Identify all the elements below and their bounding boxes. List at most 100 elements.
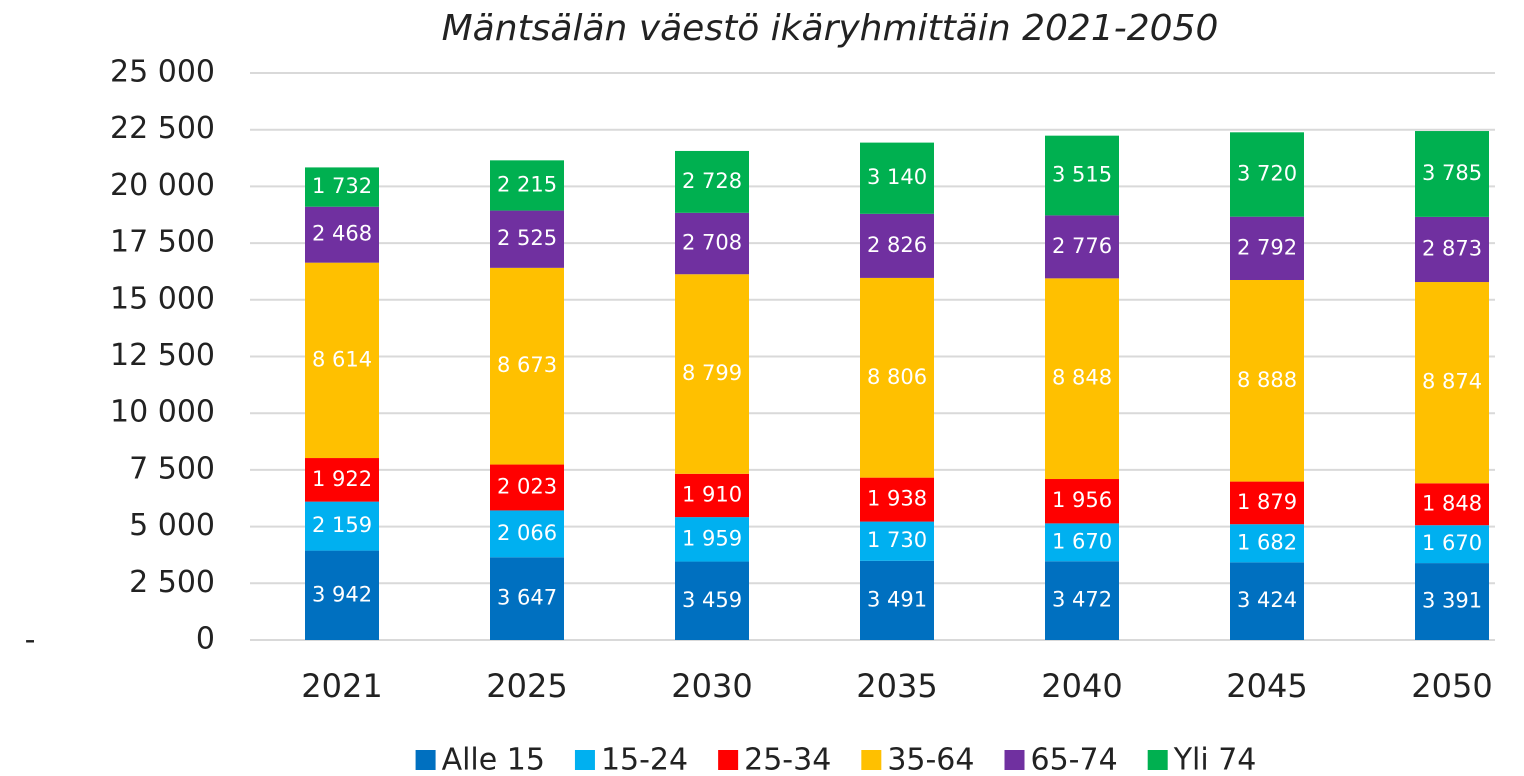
- bar-segment: [675, 274, 749, 474]
- value-label: 1 670: [1422, 531, 1482, 555]
- bar-segment: [1230, 132, 1304, 217]
- value-label: 1 682: [1237, 530, 1297, 554]
- bar-segment: [490, 267, 564, 465]
- value-label: 1 910: [682, 482, 742, 506]
- value-label: 2 792: [1237, 235, 1297, 259]
- bar-segment: [305, 501, 379, 551]
- value-label: 8 799: [682, 361, 742, 385]
- bar-segment: [675, 561, 749, 640]
- legend-label: Alle 15: [442, 743, 545, 776]
- x-tick-label: 2045: [1226, 667, 1307, 705]
- value-label: 8 848: [1052, 366, 1112, 390]
- y-tick-label: 10 000: [110, 395, 215, 430]
- value-label: 1 730: [867, 528, 927, 552]
- value-label: 1 922: [312, 467, 372, 491]
- legend-label: 15-24: [601, 743, 688, 776]
- value-label: 2 873: [1422, 236, 1482, 260]
- value-label: 3 515: [1052, 163, 1112, 187]
- y-tick-label: 15 000: [110, 281, 215, 316]
- bar-segment: [860, 277, 934, 478]
- value-label: 1 879: [1237, 490, 1297, 514]
- value-label: 3 472: [1052, 588, 1112, 612]
- bar-segment: [675, 150, 749, 213]
- value-label: 2 066: [497, 521, 557, 545]
- bar-segment: [1230, 280, 1304, 482]
- value-label: 2 468: [312, 222, 372, 246]
- legend-label: 25-34: [744, 743, 831, 776]
- bar-segment: [675, 212, 749, 275]
- x-tick-label: 2021: [301, 667, 382, 705]
- value-label: 2 215: [497, 172, 557, 196]
- bar-segment: [1230, 562, 1304, 640]
- value-label: 1 956: [1052, 488, 1112, 512]
- legend-swatch: [574, 750, 595, 770]
- legend-swatch: [861, 750, 882, 770]
- value-label: 2 023: [497, 474, 557, 498]
- bar-segment: [860, 477, 934, 522]
- bar-segment: [490, 160, 564, 211]
- value-label: 2 159: [312, 513, 372, 537]
- bar-segment: [305, 550, 379, 640]
- bar-segment: [305, 206, 379, 263]
- bar-segment: [1415, 483, 1489, 526]
- bar-segment: [490, 510, 564, 558]
- y-tick-label: 20 000: [110, 168, 215, 203]
- value-label: 2 525: [497, 226, 557, 250]
- legend-swatch: [415, 750, 436, 770]
- bar-segment: [1045, 479, 1119, 524]
- value-label: 3 424: [1237, 588, 1297, 612]
- legend-label: Yli 74: [1173, 743, 1257, 776]
- chart-title: Mäntsälän väestö ikäryhmittäin 2021-2050: [442, 8, 1219, 49]
- value-label: 8 614: [312, 347, 372, 371]
- bar-segment: [1045, 523, 1119, 562]
- zero-dash: -: [25, 623, 36, 658]
- y-tick-label: 12 500: [110, 338, 215, 373]
- legend-swatch: [718, 750, 739, 770]
- bar-segment: [1415, 216, 1489, 283]
- value-label: 1 938: [867, 487, 927, 511]
- legend-label: 35-64: [887, 743, 974, 776]
- y-tick-label: 7 500: [129, 451, 215, 486]
- value-label: 3 491: [867, 587, 927, 611]
- bar-segment: [1045, 135, 1119, 216]
- value-label: 3 785: [1422, 161, 1482, 185]
- value-label: 3 459: [682, 588, 742, 612]
- y-tick-label: 0: [196, 622, 215, 657]
- value-label: 2 826: [867, 233, 927, 257]
- value-label: 3 140: [867, 165, 927, 189]
- value-label: 1 959: [682, 526, 742, 550]
- bar-segment: [860, 213, 934, 278]
- value-label: 2 708: [682, 231, 742, 255]
- value-label: 8 673: [497, 353, 557, 377]
- bar-segment: [1230, 524, 1304, 563]
- bar-segment: [490, 557, 564, 640]
- bar-segment: [1045, 278, 1119, 480]
- bar-segment: [1230, 216, 1304, 281]
- bar-segment: [1045, 561, 1119, 640]
- bar-segment: [1230, 481, 1304, 525]
- y-tick-label: 25 000: [110, 55, 215, 90]
- bar-segment: [305, 458, 379, 502]
- value-label: 8 874: [1422, 370, 1482, 394]
- bar-segment: [1415, 282, 1489, 484]
- bar-segment: [1045, 215, 1119, 279]
- value-label: 8 888: [1237, 368, 1297, 392]
- bar-segment: [490, 464, 564, 511]
- value-label: 3 391: [1422, 589, 1482, 613]
- bar-segment: [675, 517, 749, 562]
- bar-segment: [305, 262, 379, 459]
- bar-segment: [1415, 131, 1489, 217]
- legend-swatch: [1147, 750, 1168, 770]
- value-label: 1 732: [312, 174, 372, 198]
- bar-segment: [1415, 563, 1489, 640]
- bar-segment: [860, 521, 934, 561]
- value-label: 1 670: [1052, 529, 1112, 553]
- value-label: 8 806: [867, 365, 927, 389]
- x-tick-label: 2035: [856, 667, 937, 705]
- value-label: 3 720: [1237, 161, 1297, 185]
- legend-swatch: [1004, 750, 1025, 770]
- bar-segment: [860, 142, 934, 214]
- x-tick-label: 2025: [486, 667, 567, 705]
- y-tick-label: 2 500: [129, 565, 215, 600]
